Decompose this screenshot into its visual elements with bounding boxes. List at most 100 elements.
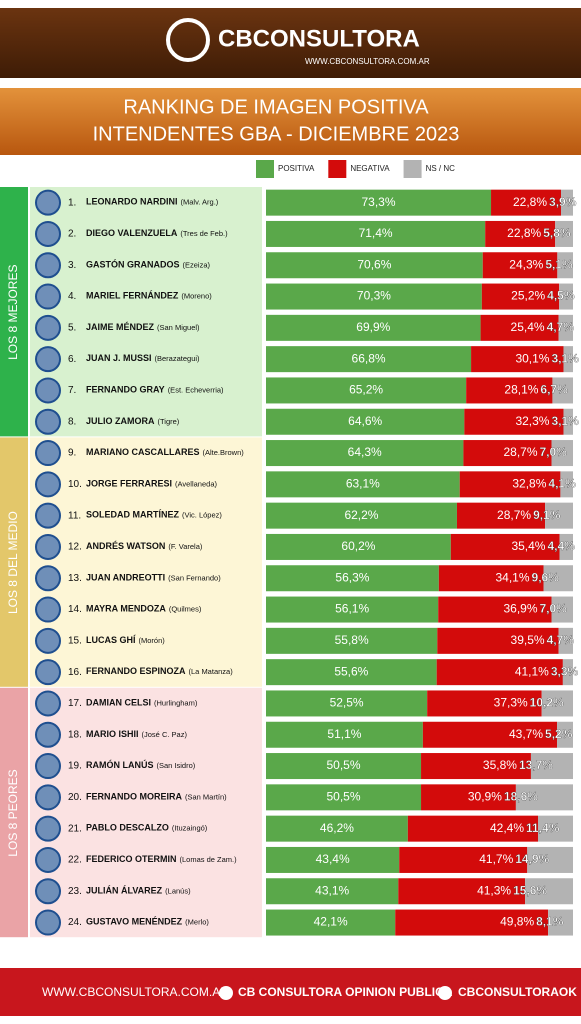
bar-segment [541,690,573,717]
facebook-icon [219,986,233,1000]
rank: 16. [68,667,82,678]
value-label: 43,1% [315,883,349,897]
district: (Alte.Brown) [203,448,245,457]
name: MAYRA MENDOZA [86,604,166,614]
bar-segment [466,377,553,404]
row-label: JAIME MÉNDEZ (San Miguel) [86,322,200,332]
rank: 21. [68,823,82,834]
district: (San Martín) [185,792,227,801]
bar-segment [560,471,573,498]
value-label: 49,8% [500,915,534,929]
bar-segment [266,220,486,247]
value-label: 7,0% [540,445,568,459]
value-label: 8,1% [536,915,564,929]
bar-segment [551,596,573,623]
district: (Malv. Arg.) [181,198,219,207]
legend-label: NEGATIVA [350,164,390,173]
district: (José C. Paz) [142,730,188,739]
value-label: 50,5% [327,758,361,772]
avatar [35,502,61,529]
rank: 13. [68,573,82,584]
value-label: 35,8% [483,758,517,772]
value-label: 73,3% [361,195,395,209]
value-label: 4,7% [547,633,575,647]
chart-subtitle: INTENDENTES GBA - DICIEMBRE 2023 [93,123,460,145]
value-label: 28,7% [497,508,531,522]
name: MARIO ISHII [86,729,139,739]
value-label: 25,4% [511,320,545,334]
rank: 5. [68,322,76,333]
name: JAIME MÉNDEZ [86,322,155,332]
row-label: JULIÁN ÁLVAREZ (Lanús) [86,886,191,896]
name: JORGE FERRARESI [86,479,172,489]
rank: 24. [68,917,82,928]
rank: 7. [68,385,76,396]
value-label: 71,4% [359,226,393,240]
rank: 20. [68,792,82,803]
group-label: LOS 8 PEORES [6,769,20,856]
bar-segment [548,909,573,936]
bar-segment [481,283,560,310]
bar-segment [266,815,408,842]
row-label: DIEGO VALENZUELA (Tres de Feb.) [86,228,228,238]
footer-facebook[interactable]: CB CONSULTORA OPINION PUBLICA [238,985,453,999]
value-label: 34,1% [495,570,529,584]
bar-segment [530,753,573,780]
name: DAMIAN CELSI [86,698,151,708]
bar-segment [459,471,561,498]
bar-segment [463,440,552,467]
value-label: 66,8% [352,351,386,365]
value-label: 6,7% [540,383,568,397]
bar-segment [471,346,564,373]
row-label: SOLEDAD MARTÍNEZ (Vic. López) [86,510,222,520]
bar-segment [266,314,481,341]
footer-website[interactable]: WWW.CBCONSULTORA.COM.AR [42,985,229,999]
bar-segment [266,753,422,780]
bar-segment [266,346,472,373]
brand: CBCONSULTORA [218,25,420,52]
bar-segment [422,721,558,748]
group-band [0,187,28,437]
rank: 11. [68,510,81,521]
legend-swatch [256,160,274,178]
value-label: 14,9% [515,852,549,866]
bar-segment [450,533,560,560]
bar-segment [421,784,516,811]
name: DIEGO VALENZUELA [86,228,178,238]
footer-twitter[interactable]: CBCONSULTORAOK [458,985,577,999]
bar-segment [559,533,573,560]
avatar [35,721,61,748]
district: (Merlo) [185,918,209,927]
value-label: 28,7% [503,445,537,459]
value-label: 4,4% [547,539,575,553]
avatar [35,283,61,310]
row-label: JUAN J. MUSSI (Berazategui) [86,354,200,364]
bar-segment [399,846,528,873]
name: RAMÓN LANÚS [86,759,154,770]
value-label: 56,1% [335,602,369,616]
bar-segment [525,878,573,905]
value-label: 5,2% [545,727,573,741]
district: (Morón) [139,636,166,645]
row-label: MARIO ISHII (José C. Paz) [86,729,187,739]
bar-segment [266,471,460,498]
value-label: 10,2% [530,696,564,710]
legend-label: POSITIVA [278,164,315,173]
rank: 17. [68,698,82,709]
bar-segment [485,220,556,247]
bar-segment [266,909,396,936]
name: FEDERICO OTERMIN [86,854,177,864]
value-label: 11,4% [526,821,560,835]
rank: 14. [68,604,82,615]
avatar [35,659,61,686]
row-label: FERNANDO ESPINOZA (La Matanza) [86,667,233,677]
value-label: 28,1% [504,383,538,397]
bar-segment [491,189,562,216]
value-label: 5,8% [543,226,571,240]
bar-segment [562,659,573,686]
row-label: LUCAS GHÍ (Morón) [86,635,165,645]
group-band [0,437,28,687]
bar-segment [559,283,573,310]
avatar [35,690,61,717]
district: (Quilmes) [169,605,202,614]
